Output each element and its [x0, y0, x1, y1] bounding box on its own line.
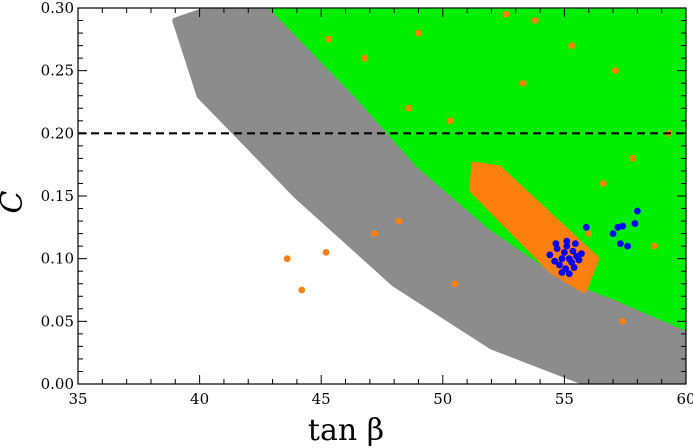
data-point-s0-5 — [451, 280, 459, 288]
x-tick-label-2: 45 — [312, 390, 331, 408]
data-point-s1-25 — [624, 242, 632, 250]
data-point-s0-14 — [650, 242, 658, 250]
data-point-s0-0 — [283, 255, 291, 263]
data-point-s1-20 — [582, 223, 590, 231]
x-tick-label-0: 35 — [68, 390, 87, 408]
x-tick-label-4: 55 — [555, 390, 574, 408]
data-point-s1-23 — [619, 222, 627, 230]
data-point-s0-13 — [629, 155, 636, 162]
data-point-s1-7 — [563, 242, 571, 250]
data-point-s0-1 — [298, 286, 306, 294]
y-tick-label-3: 0.15 — [41, 187, 74, 205]
data-point-s1-1 — [551, 257, 559, 265]
data-point-s1-16 — [565, 270, 573, 278]
data-point-s1-10 — [569, 247, 577, 255]
tick-layer: 35 40 45 50 55 60 0.00 0.05 0.10 0.15 0.20 0.25 0.30 — [41, 0, 693, 408]
data-point-s1-15 — [558, 269, 566, 276]
data-point-s0-10 — [531, 17, 539, 24]
data-point-s0-17 — [519, 79, 527, 87]
y-tick-label-1: 0.05 — [41, 312, 74, 330]
y-tick-label-4: 0.20 — [41, 124, 74, 142]
y-axis-label: C — [0, 190, 30, 213]
data-point-s1-0 — [546, 251, 554, 259]
data-point-s0-3 — [371, 230, 379, 238]
y-tick-label-2: 0.10 — [41, 250, 74, 268]
region-layer — [172, 8, 686, 384]
data-point-s1-13 — [575, 256, 583, 264]
data-point-s0-7 — [415, 29, 422, 37]
y-tick-label-0: 0.00 — [41, 375, 74, 393]
data-point-s0-21 — [619, 317, 627, 325]
data-point-s0-16 — [612, 67, 619, 75]
x-tick-label-5: 60 — [676, 390, 693, 408]
data-point-s1-14 — [578, 250, 585, 258]
data-point-s0-19 — [405, 104, 413, 112]
data-point-s0-2 — [322, 249, 330, 256]
data-point-s0-18 — [446, 117, 454, 125]
y-tick-label-5: 0.25 — [41, 62, 74, 80]
data-point-s0-6 — [502, 10, 510, 18]
x-axis-label: tan β — [308, 413, 384, 448]
data-point-s1-21 — [609, 230, 617, 238]
data-point-s0-8 — [325, 35, 332, 43]
data-point-s0-11 — [568, 42, 576, 49]
data-point-s0-12 — [599, 180, 607, 187]
y-tick-label-6: 0.30 — [41, 0, 74, 17]
data-point-s1-17 — [563, 237, 571, 245]
data-point-s1-11 — [570, 264, 578, 271]
x-tick-label-3: 50 — [433, 390, 452, 408]
data-point-s1-24 — [616, 240, 624, 248]
data-point-s1-3 — [556, 261, 563, 269]
points-layer — [283, 10, 673, 325]
region-0 — [172, 8, 686, 384]
data-point-s0-20 — [585, 230, 593, 238]
data-point-s0-9 — [361, 54, 369, 62]
data-point-s0-4 — [395, 217, 403, 225]
x-tick-label-1: 40 — [190, 390, 209, 408]
data-point-s1-5 — [561, 249, 568, 256]
data-point-s1-19 — [552, 240, 560, 248]
data-point-s1-18 — [571, 240, 579, 248]
data-point-s1-26 — [631, 220, 639, 227]
data-point-s1-4 — [558, 255, 566, 263]
data-point-s1-27 — [633, 207, 641, 215]
